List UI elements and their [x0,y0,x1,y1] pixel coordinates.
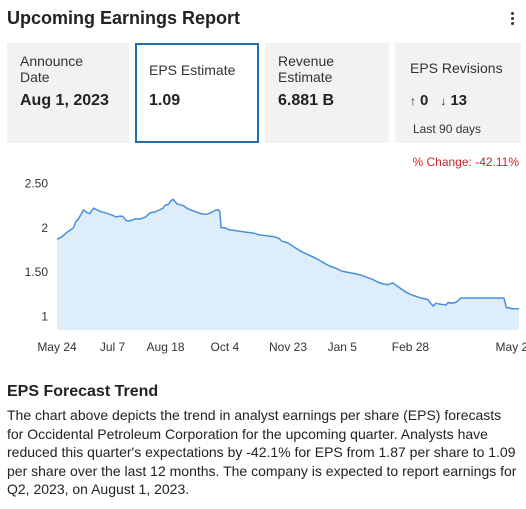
eps-estimate-card[interactable]: EPS Estimate 1.09 [135,43,259,143]
revenue-estimate-value: 6.881 B [278,92,335,109]
y-tick-label: 1.50 [25,265,49,279]
percent-change: % Change: -42.11% [412,155,519,169]
revisions-up-count: 0 [420,92,429,109]
x-tick-label: Oct 4 [211,340,240,354]
summary-cards: Announce Date Aug 1, 2023 EPS Estimate 1… [7,43,521,143]
eps-estimate-value: 1.09 [149,92,181,109]
eps-revisions-counts: ↑ 0 ↓ 13 [410,92,479,109]
arrow-up-icon: ↑ [410,93,416,108]
report-header: Upcoming Earnings Report [7,6,519,32]
revenue-estimate-card[interactable]: Revenue Estimate 6.881 B [265,43,389,143]
x-tick-label: Aug 18 [147,340,185,354]
arrow-down-icon: ↓ [440,93,447,108]
x-tick-label: Feb 28 [392,340,430,354]
more-options-icon[interactable] [507,10,517,28]
announce-date-value: Aug 1, 2023 [20,92,109,109]
announce-date-label: Announce Date [20,53,84,85]
eps-trend-chart: 1 1.50 2 2.50 May 24 Jul 7 Aug 18 Oct 4 Nov 23 Ja… [25,176,526,354]
x-tick-label: Jan 5 [328,340,358,354]
x-tick-label: May 24 [37,340,77,354]
trend-title: EPS Forecast Trend [7,383,159,400]
eps-series-line [56,198,519,310]
eps-revisions-label: EPS Revisions [410,60,503,76]
eps-estimate-label: EPS Estimate [149,62,236,78]
x-tick-label: Jul 7 [100,340,126,354]
eps-area-fill [57,199,519,330]
revisions-down-count: 13 [450,92,468,109]
report-title: Upcoming Earnings Report [7,8,241,28]
x-tick-label: Nov 23 [269,340,307,354]
revisions-period-note: Last 90 days [413,122,482,136]
y-tick-label: 2.50 [25,176,49,190]
x-tick-label: May 22 [496,340,526,354]
eps-revisions-card[interactable]: EPS Revisions ↑ 0 ↓ 13 Last 90 days [395,43,521,143]
announce-date-card: Announce Date Aug 1, 2023 [7,43,129,143]
y-tick-label: 1 [41,310,48,324]
trend-description: The chart above depicts the trend in ana… [7,407,517,497]
revenue-estimate-label: Revenue Estimate [278,53,335,85]
y-tick-label: 2 [41,221,48,235]
